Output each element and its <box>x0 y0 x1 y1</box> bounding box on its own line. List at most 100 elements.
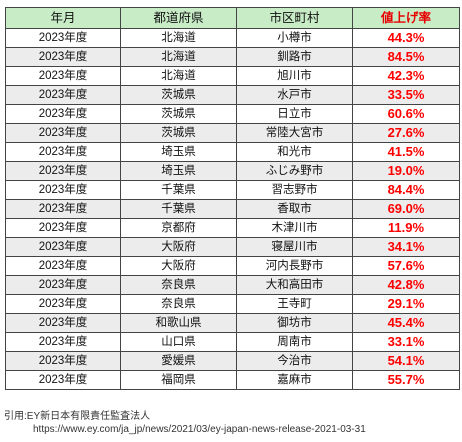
cell-city: 和光市 <box>236 142 353 162</box>
table-row: 2023年度 大阪府 寝屋川市 34.1% <box>5 237 460 257</box>
cell-prefecture: 奈良県 <box>120 275 237 295</box>
header-city: 市区町村 <box>236 7 353 29</box>
cell-city: 香取市 <box>236 199 353 219</box>
table-header: 年月 都道府県 市区町村 値上げ率 <box>5 7 460 29</box>
cell-prefecture: 北海道 <box>120 66 237 86</box>
header-row: 年月 都道府県 市区町村 値上げ率 <box>5 7 460 29</box>
cell-rate: 54.1% <box>352 351 460 371</box>
cell-rate: 34.1% <box>352 237 460 257</box>
table-row: 2023年度 愛媛県 今治市 54.1% <box>5 351 460 371</box>
header-prefecture: 都道府県 <box>120 7 237 29</box>
cell-year: 2023年度 <box>5 351 121 371</box>
cell-prefecture: 京都府 <box>120 218 237 238</box>
table-row: 2023年度 茨城県 常陸大宮市 27.6% <box>5 123 460 143</box>
cell-year: 2023年度 <box>5 85 121 105</box>
cell-prefecture: 山口県 <box>120 332 237 352</box>
cell-prefecture: 茨城県 <box>120 104 237 124</box>
cell-prefecture: 茨城県 <box>120 85 237 105</box>
cell-rate: 19.0% <box>352 161 460 181</box>
table-row: 2023年度 和歌山県 御坊市 45.4% <box>5 313 460 333</box>
cell-year: 2023年度 <box>5 332 121 352</box>
cell-rate: 41.5% <box>352 142 460 162</box>
cell-rate: 84.4% <box>352 180 460 200</box>
cell-rate: 44.3% <box>352 28 460 48</box>
cell-prefecture: 和歌山県 <box>120 313 237 333</box>
cell-year: 2023年度 <box>5 237 121 257</box>
cell-rate: 84.5% <box>352 47 460 67</box>
cell-rate: 27.6% <box>352 123 460 143</box>
cell-prefecture: 埼玉県 <box>120 161 237 181</box>
cell-prefecture: 福岡県 <box>120 370 237 390</box>
cell-year: 2023年度 <box>5 123 121 143</box>
cell-year: 2023年度 <box>5 28 121 48</box>
cell-rate: 45.4% <box>352 313 460 333</box>
table-row: 2023年度 北海道 旭川市 42.3% <box>5 66 460 86</box>
cell-city: 王寺町 <box>236 294 353 314</box>
table-row: 2023年度 北海道 釧路市 84.5% <box>5 47 460 67</box>
cell-rate: 60.6% <box>352 104 460 124</box>
cell-prefecture: 埼玉県 <box>120 142 237 162</box>
cell-prefecture: 愛媛県 <box>120 351 237 371</box>
cell-prefecture: 奈良県 <box>120 294 237 314</box>
cell-city: 周南市 <box>236 332 353 352</box>
cell-city: ふじみ野市 <box>236 161 353 181</box>
cell-rate: 57.6% <box>352 256 460 276</box>
cell-prefecture: 千葉県 <box>120 180 237 200</box>
cell-year: 2023年度 <box>5 370 121 390</box>
table-body: 2023年度 北海道 小樽市 44.3% 2023年度 北海道 釧路市 84.5% 2023年度… <box>5 28 460 390</box>
cell-rate: 42.3% <box>352 66 460 86</box>
cell-city: 今治市 <box>236 351 353 371</box>
cell-prefecture: 茨城県 <box>120 123 237 143</box>
table-row: 2023年度 茨城県 日立市 60.6% <box>5 104 460 124</box>
table-row: 2023年度 茨城県 水戸市 33.5% <box>5 85 460 105</box>
cell-year: 2023年度 <box>5 104 121 124</box>
table-row: 2023年度 山口県 周南市 33.1% <box>5 332 460 352</box>
cell-year: 2023年度 <box>5 142 121 162</box>
header-rate: 値上げ率 <box>352 7 460 29</box>
cell-prefecture: 北海道 <box>120 47 237 67</box>
cell-year: 2023年度 <box>5 275 121 295</box>
table-row: 2023年度 埼玉県 和光市 41.5% <box>5 142 460 162</box>
table-row: 2023年度 千葉県 習志野市 84.4% <box>5 180 460 200</box>
cell-city: 日立市 <box>236 104 353 124</box>
cell-prefecture: 千葉県 <box>120 199 237 219</box>
cell-rate: 69.0% <box>352 199 460 219</box>
cell-city: 河内長野市 <box>236 256 353 276</box>
cell-city: 木津川市 <box>236 218 353 238</box>
cell-year: 2023年度 <box>5 218 121 238</box>
cell-city: 嘉麻市 <box>236 370 353 390</box>
cell-rate: 33.5% <box>352 85 460 105</box>
cell-rate: 29.1% <box>352 294 460 314</box>
cell-rate: 42.8% <box>352 275 460 295</box>
cell-year: 2023年度 <box>5 313 121 333</box>
cell-year: 2023年度 <box>5 294 121 314</box>
table-row: 2023年度 大阪府 河内長野市 57.6% <box>5 256 460 276</box>
cell-year: 2023年度 <box>5 161 121 181</box>
cell-city: 旭川市 <box>236 66 353 86</box>
cell-year: 2023年度 <box>5 66 121 86</box>
table-row: 2023年度 北海道 小樽市 44.3% <box>5 28 460 48</box>
cell-city: 寝屋川市 <box>236 237 353 257</box>
cell-city: 水戸市 <box>236 85 353 105</box>
cell-prefecture: 大阪府 <box>120 237 237 257</box>
cell-year: 2023年度 <box>5 47 121 67</box>
cell-year: 2023年度 <box>5 256 121 276</box>
cell-city: 御坊市 <box>236 313 353 333</box>
cell-rate: 11.9% <box>352 218 460 238</box>
cell-city: 大和高田市 <box>236 275 353 295</box>
citation-url: https://www.ey.com/ja_jp/news/2021/03/ey… <box>33 424 366 435</box>
cell-rate: 55.7% <box>352 370 460 390</box>
table-row: 2023年度 奈良県 王寺町 29.1% <box>5 294 460 314</box>
cell-prefecture: 大阪府 <box>120 256 237 276</box>
cell-city: 小樽市 <box>236 28 353 48</box>
citation: 引用:EY新日本有限責任監査法人 https://www.ey.com/ja_j… <box>4 410 366 436</box>
cell-year: 2023年度 <box>5 180 121 200</box>
cell-city: 習志野市 <box>236 180 353 200</box>
cell-city: 釧路市 <box>236 47 353 67</box>
header-year: 年月 <box>5 7 121 29</box>
table-row: 2023年度 埼玉県 ふじみ野市 19.0% <box>5 161 460 181</box>
table-row: 2023年度 福岡県 嘉麻市 55.7% <box>5 370 460 390</box>
table-row: 2023年度 京都府 木津川市 11.9% <box>5 218 460 238</box>
table-row: 2023年度 千葉県 香取市 69.0% <box>5 199 460 219</box>
rate-table: 年月 都道府県 市区町村 値上げ率 2023年度 北海道 小樽市 44.3% 2023年… <box>5 7 460 390</box>
